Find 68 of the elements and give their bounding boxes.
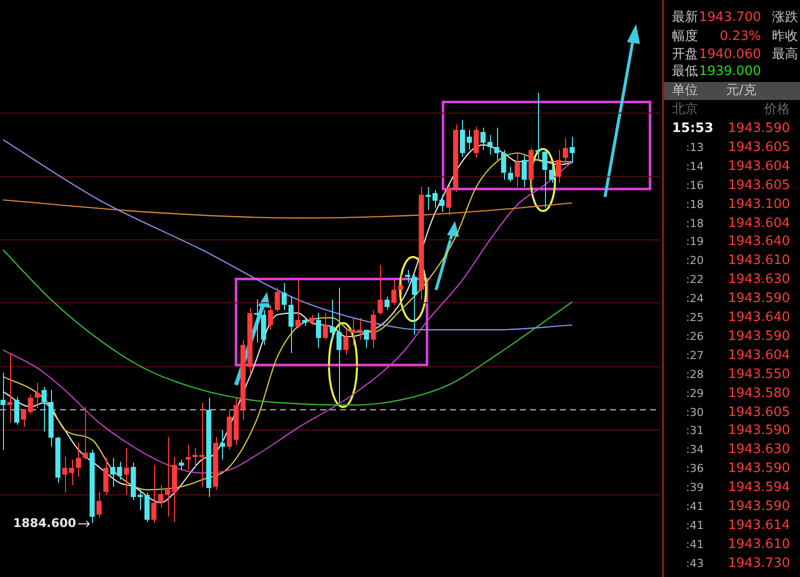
text: 1943.604	[728, 216, 790, 232]
text: 1943.580	[728, 386, 790, 402]
text: 开盘	[672, 47, 698, 63]
text: :14	[686, 158, 704, 175]
text: :18	[686, 196, 704, 213]
text: 1943.605	[728, 178, 790, 194]
text: 元/克	[726, 83, 756, 99]
text: :16	[686, 178, 704, 194]
text: :41	[686, 518, 704, 534]
candlestick	[398, 274, 404, 296]
text: :41	[686, 499, 704, 515]
text: 1943.594	[728, 480, 790, 496]
text: :25	[686, 310, 704, 326]
text: 1943.590	[728, 499, 790, 515]
text: :24	[686, 291, 704, 308]
text: :19	[686, 234, 704, 250]
text: 1943.640	[728, 234, 790, 250]
text: 0.23%	[720, 29, 761, 45]
text: 1943.590	[728, 121, 790, 137]
text: :26	[686, 328, 704, 345]
candlestick	[82, 406, 88, 460]
text: 1943.614	[728, 518, 790, 534]
text: 最低	[672, 64, 698, 80]
text: 1943.590	[728, 461, 790, 478]
text: :31	[686, 423, 704, 440]
text: 1939.000	[698, 64, 761, 80]
text: 最高	[772, 47, 798, 63]
text: :39	[686, 480, 704, 496]
text: 1943.730	[728, 556, 790, 572]
text: 1943.630	[728, 442, 790, 458]
text: 昨收	[772, 29, 798, 45]
text: :29	[686, 386, 704, 402]
text: 1943.604	[728, 348, 790, 364]
text: :30	[686, 404, 704, 420]
text: :22	[686, 272, 704, 288]
text: 单位	[672, 83, 698, 99]
text: 1943.605	[728, 140, 790, 156]
text: :28	[686, 366, 704, 383]
text: 1943.604	[728, 158, 790, 175]
text: 1943.100	[728, 196, 790, 213]
text: :13	[686, 140, 704, 156]
text: 北京	[672, 102, 698, 118]
candlestick	[535, 92, 540, 160]
text: 最新	[672, 10, 698, 26]
text: 1943.640	[728, 310, 790, 326]
text: 幅度	[672, 29, 698, 45]
annotation: 1884.600	[13, 516, 76, 530]
text: 1943.610	[728, 253, 790, 270]
text: :18	[686, 216, 704, 232]
text: :41	[686, 536, 704, 553]
text: 涨跌	[772, 10, 798, 26]
text: :36	[686, 461, 704, 478]
text: 1943.630	[728, 272, 790, 288]
text: :20	[686, 253, 704, 270]
text: 1943.590	[728, 328, 790, 345]
text: 1943.605	[728, 404, 790, 420]
candlestick	[405, 270, 410, 284]
text: 1943.610	[728, 536, 790, 553]
text: 1943.590	[728, 423, 790, 440]
text: :43	[686, 556, 704, 572]
text: 1943.550	[728, 366, 790, 383]
text: 1940.060	[698, 47, 761, 63]
text: 15:53	[672, 121, 714, 137]
text: 1943.700	[698, 10, 761, 26]
text: :34	[686, 442, 704, 458]
text: 1943.590	[728, 291, 790, 308]
text: 价格	[764, 102, 790, 118]
text: :27	[686, 348, 704, 364]
